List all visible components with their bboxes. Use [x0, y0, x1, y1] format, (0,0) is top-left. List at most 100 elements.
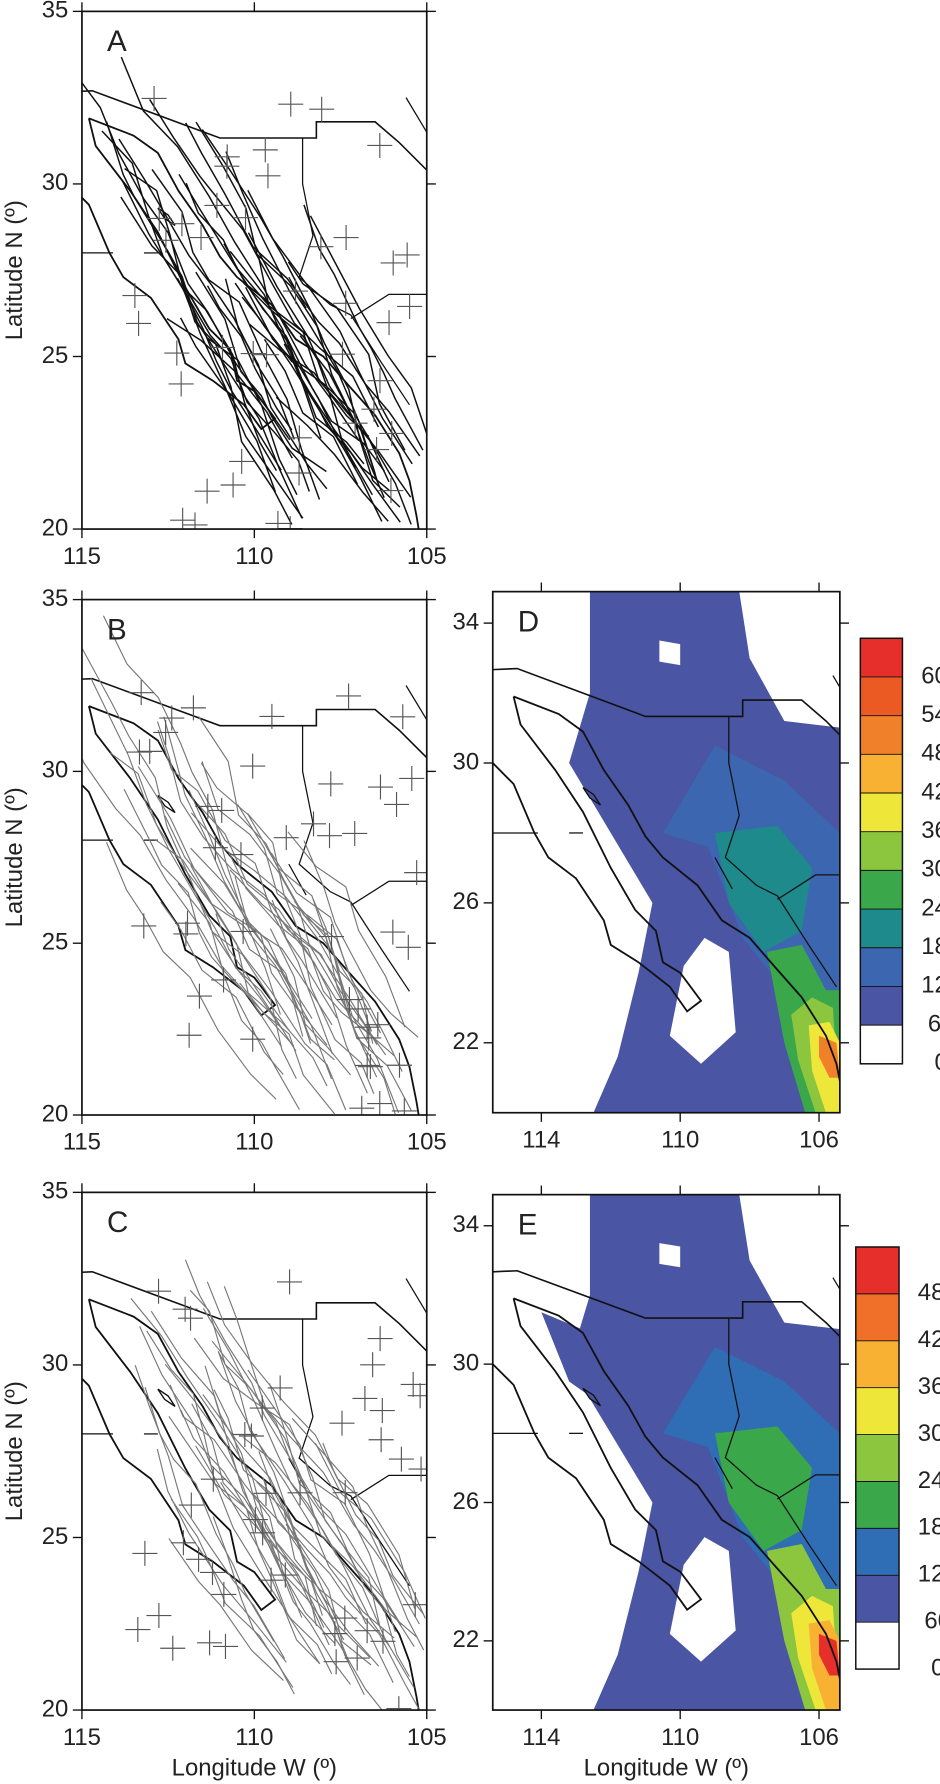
cross	[354, 1014, 380, 1040]
track	[291, 1418, 425, 1651]
cross	[354, 1052, 380, 1078]
outline	[777, 1474, 840, 1500]
cross	[267, 1375, 293, 1401]
cross	[173, 921, 199, 947]
cross	[329, 341, 356, 367]
track	[287, 261, 406, 451]
outline	[88, 117, 420, 530]
cross	[380, 250, 406, 276]
track	[218, 1351, 395, 1639]
cross	[329, 1410, 355, 1436]
cross	[214, 144, 240, 170]
x-tick-label: 110	[661, 1724, 699, 1751]
cross	[342, 820, 368, 846]
outline	[832, 1277, 840, 1291]
cross	[141, 85, 167, 111]
track	[179, 317, 277, 493]
track	[191, 1403, 383, 1710]
cross	[204, 192, 230, 218]
outline	[405, 685, 427, 721]
outline	[714, 1457, 733, 1489]
cross	[255, 163, 281, 189]
track	[246, 813, 375, 1094]
y-tick-label: 35	[42, 1178, 69, 1205]
outline	[81, 1299, 277, 1612]
x-tick-label: 115	[63, 1129, 101, 1156]
cross	[369, 1398, 395, 1424]
cross	[370, 1628, 396, 1654]
colorbar-swatch	[855, 1528, 900, 1576]
cross	[126, 310, 152, 336]
x-axis-label: Longitude W (º)	[584, 1755, 749, 1782]
contour-fill	[819, 1035, 840, 1078]
outline	[513, 695, 840, 1086]
outline	[81, 89, 427, 171]
cross	[287, 1480, 313, 1506]
cross	[367, 368, 393, 394]
cross	[240, 1026, 266, 1052]
colorbar-swatch	[855, 1340, 900, 1388]
y-tick-label: 22	[453, 1028, 480, 1055]
track	[176, 277, 282, 471]
x-tick-label: 110	[661, 1126, 699, 1153]
outline	[81, 1270, 427, 1352]
cross	[278, 91, 304, 117]
track	[109, 752, 328, 1087]
track	[160, 901, 284, 1075]
cross	[354, 1618, 380, 1644]
cross	[282, 278, 309, 304]
track	[156, 721, 378, 1045]
cross	[309, 96, 335, 122]
outline	[350, 293, 427, 320]
track	[302, 912, 412, 1111]
cross	[388, 1446, 414, 1472]
track	[151, 168, 321, 500]
track	[195, 1445, 323, 1616]
cross	[132, 1540, 158, 1566]
cross	[367, 1326, 393, 1352]
x-tick-label: 110	[235, 1129, 273, 1156]
colorbar-tick-label: 480	[921, 740, 940, 767]
map	[81, 56, 427, 530]
cross	[178, 1492, 204, 1518]
cross	[122, 283, 148, 309]
colorbar-tick-label: 60	[928, 1010, 940, 1037]
cross	[384, 791, 410, 817]
x-tick-label: 115	[63, 543, 101, 570]
colorbar-tick-label: 60	[924, 1608, 940, 1635]
track	[101, 130, 304, 519]
colorbar-tick-label: 480	[918, 1279, 940, 1306]
colorbar-tick-label: 0	[934, 1049, 940, 1076]
track	[303, 204, 424, 451]
contour-fill	[569, 1194, 840, 1711]
cross	[252, 137, 278, 163]
x-tick-label: 106	[799, 1126, 839, 1153]
cross	[378, 478, 404, 504]
track	[262, 1477, 372, 1666]
x-tick-label: 106	[799, 1724, 839, 1751]
cross	[265, 510, 291, 530]
y-tick-label: 22	[453, 1626, 480, 1653]
colorbar-swatch	[855, 1434, 900, 1482]
outline	[492, 667, 840, 737]
outline	[724, 716, 837, 988]
track	[81, 646, 283, 1030]
outline	[513, 1297, 840, 1684]
track	[105, 842, 277, 1100]
contour-fill	[541, 1312, 594, 1399]
colorbar-tick-label: 420	[918, 1326, 940, 1353]
cross	[159, 705, 185, 731]
track	[188, 790, 313, 1019]
outline	[492, 1269, 840, 1338]
cross	[230, 918, 256, 944]
cross	[379, 420, 405, 446]
cross	[202, 835, 228, 861]
cross	[364, 437, 390, 463]
cross	[365, 1012, 391, 1038]
outline	[81, 118, 277, 431]
track	[90, 677, 290, 1031]
cross	[228, 842, 254, 868]
contour-fill	[669, 1537, 736, 1662]
cross	[197, 1630, 223, 1656]
cross	[211, 967, 237, 993]
